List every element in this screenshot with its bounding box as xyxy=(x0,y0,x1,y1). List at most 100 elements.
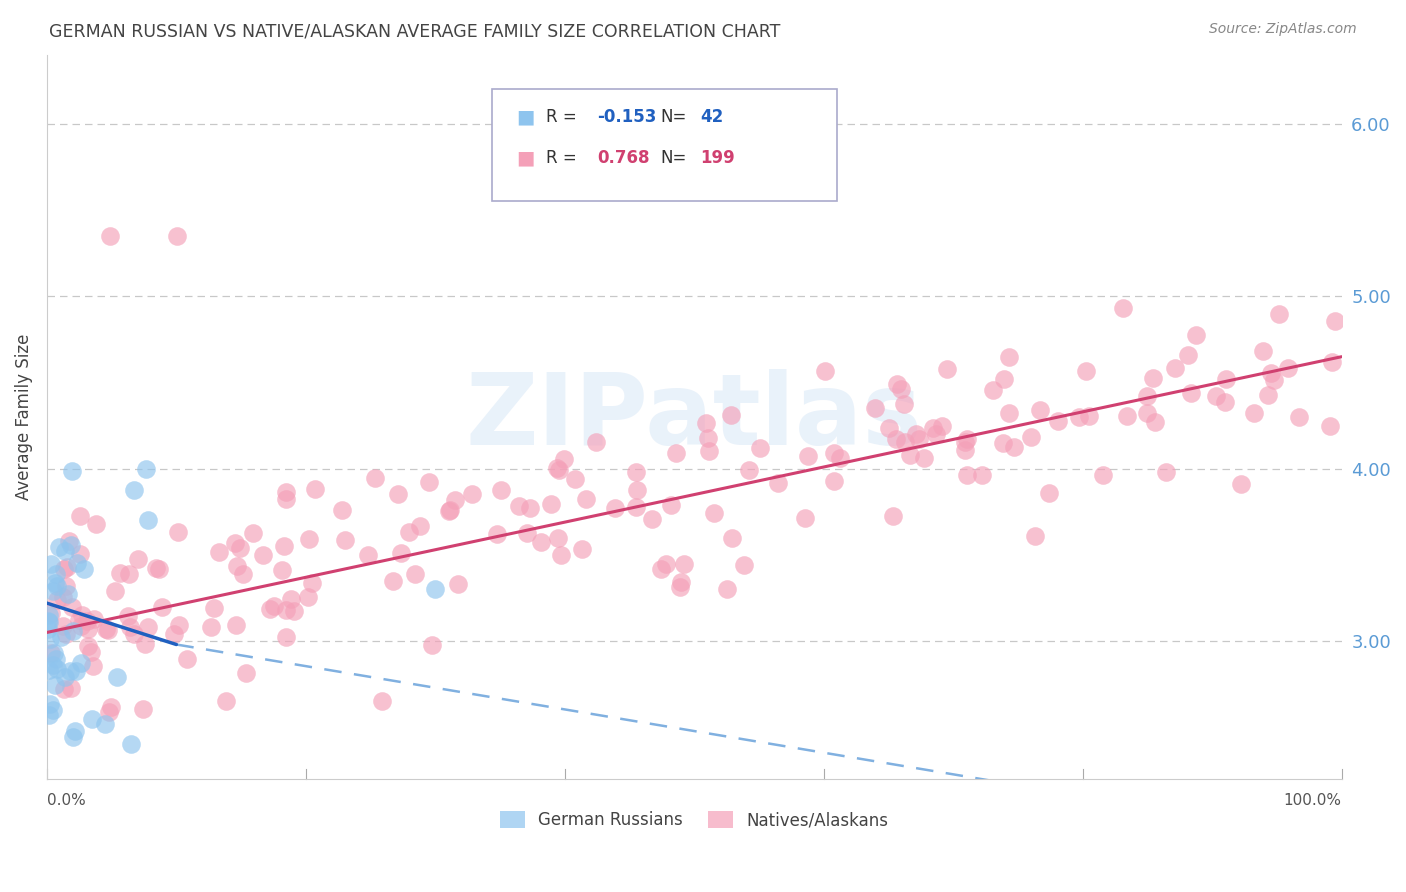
Point xyxy=(117,608,139,623)
Point xyxy=(150,600,173,615)
Point xyxy=(70,608,93,623)
Point xyxy=(814,364,837,378)
Point xyxy=(83,612,105,626)
Point xyxy=(118,620,141,634)
Point xyxy=(953,443,976,458)
Point xyxy=(749,441,772,455)
Point xyxy=(304,482,326,496)
Point xyxy=(208,544,231,558)
Point xyxy=(56,559,79,574)
Point xyxy=(122,627,145,641)
Point xyxy=(1180,386,1202,401)
Point xyxy=(271,563,294,577)
Text: N=: N= xyxy=(661,149,688,167)
Point xyxy=(37,615,59,629)
Point xyxy=(45,652,67,666)
Point xyxy=(444,493,467,508)
Point xyxy=(703,506,725,520)
Point xyxy=(461,487,484,501)
Point xyxy=(263,599,285,613)
Point xyxy=(884,432,907,446)
Point xyxy=(274,492,297,507)
Point xyxy=(1154,465,1177,479)
Point xyxy=(877,421,900,435)
Point xyxy=(94,717,117,731)
Point xyxy=(80,712,103,726)
Point xyxy=(55,627,77,641)
Point xyxy=(720,408,742,422)
Point xyxy=(1243,406,1265,420)
Point xyxy=(118,566,141,581)
Point xyxy=(695,416,717,430)
Point xyxy=(1177,347,1199,361)
Text: ■: ■ xyxy=(516,148,534,168)
Point xyxy=(69,657,91,671)
Point xyxy=(697,443,720,458)
Point xyxy=(298,532,321,546)
Point xyxy=(447,577,470,591)
Point xyxy=(828,451,851,466)
Point xyxy=(508,499,530,513)
Point xyxy=(553,452,575,467)
Point xyxy=(63,724,86,739)
Point xyxy=(176,652,198,666)
Point xyxy=(45,578,67,592)
Point xyxy=(519,500,541,515)
Text: R =: R = xyxy=(546,108,576,126)
Point xyxy=(1136,406,1159,420)
Point xyxy=(39,646,62,660)
Point xyxy=(44,678,66,692)
Point xyxy=(166,525,188,540)
Point xyxy=(486,527,509,541)
Point xyxy=(585,435,607,450)
Point xyxy=(77,639,100,653)
Point xyxy=(46,593,69,607)
Point xyxy=(204,600,226,615)
Point xyxy=(62,624,84,638)
Point xyxy=(45,567,67,582)
Point xyxy=(98,229,121,244)
Point xyxy=(124,483,146,497)
Point xyxy=(65,664,87,678)
Point xyxy=(733,558,755,572)
Point xyxy=(665,446,688,460)
Point xyxy=(1136,389,1159,403)
Point xyxy=(998,406,1021,420)
Text: 0.0%: 0.0% xyxy=(46,793,86,807)
Point xyxy=(82,659,104,673)
Point xyxy=(52,590,75,604)
Point xyxy=(997,350,1019,364)
Point xyxy=(546,461,568,475)
Point xyxy=(1144,416,1167,430)
Point xyxy=(1230,477,1253,491)
Point xyxy=(550,548,572,562)
Legend: German Russians, Natives/Alaskans: German Russians, Natives/Alaskans xyxy=(494,805,896,836)
Point xyxy=(893,397,915,411)
Text: Source: ZipAtlas.com: Source: ZipAtlas.com xyxy=(1209,22,1357,37)
Point xyxy=(737,463,759,477)
Point xyxy=(259,602,281,616)
Point xyxy=(76,614,98,628)
Point xyxy=(273,539,295,553)
Point xyxy=(439,503,461,517)
Point xyxy=(62,730,84,744)
Point xyxy=(335,533,357,548)
Point xyxy=(437,504,460,518)
Point xyxy=(1076,364,1098,378)
Point xyxy=(425,582,447,597)
Point xyxy=(547,531,569,545)
Point xyxy=(1268,307,1291,321)
Text: 100.0%: 100.0% xyxy=(1284,793,1341,807)
Point xyxy=(1319,418,1341,433)
Point xyxy=(659,498,682,512)
Point xyxy=(540,497,562,511)
Point xyxy=(235,666,257,681)
Point xyxy=(59,664,82,678)
Point xyxy=(571,542,593,557)
Point xyxy=(276,485,298,500)
Point xyxy=(98,705,121,719)
Point xyxy=(404,567,426,582)
Point xyxy=(1324,314,1347,328)
Point xyxy=(904,426,927,441)
Point xyxy=(890,382,912,396)
